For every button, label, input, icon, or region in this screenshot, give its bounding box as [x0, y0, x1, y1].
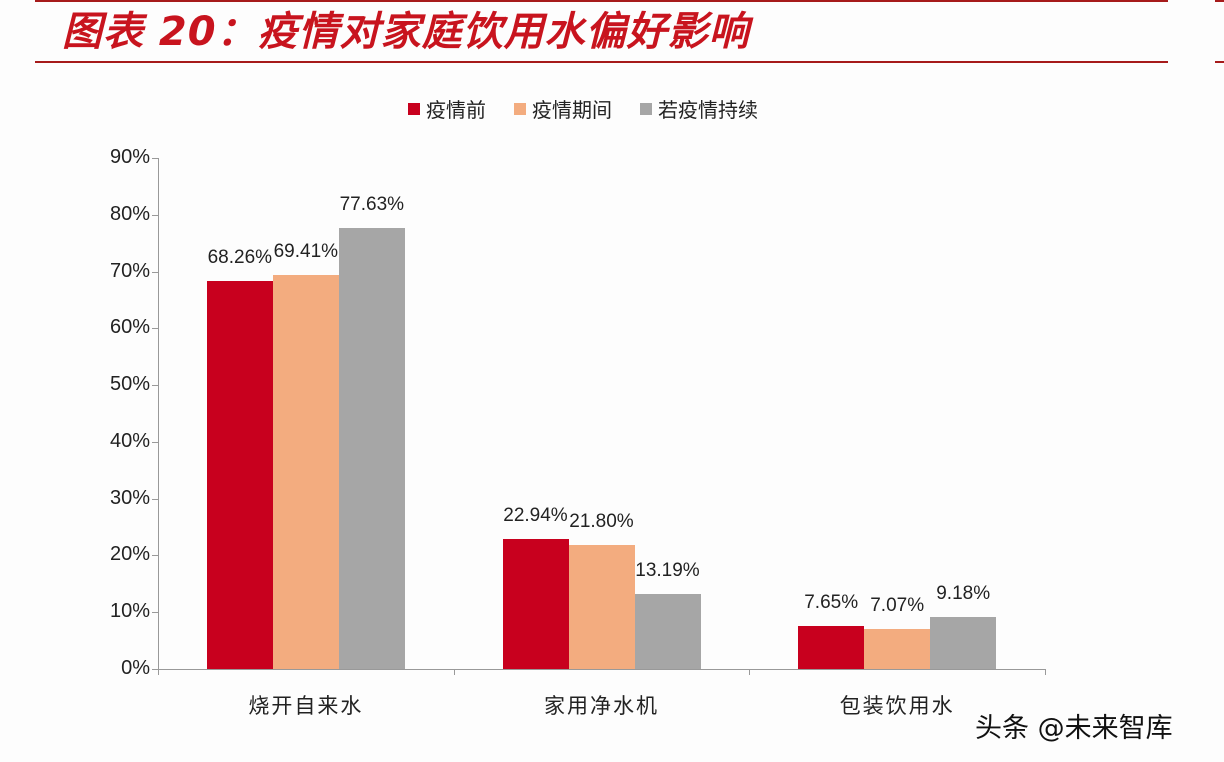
data-label: 21.80%	[569, 511, 634, 533]
data-label: 22.94%	[503, 504, 568, 526]
y-tick-label: 10%	[109, 600, 150, 623]
legend-swatch-during	[514, 102, 526, 115]
bar	[930, 616, 997, 669]
data-label: 7.65%	[804, 591, 859, 613]
y-tick	[152, 498, 158, 500]
data-label: 69.41%	[273, 240, 339, 262]
title-underline	[35, 61, 1168, 63]
y-tick-label: 0%	[121, 657, 150, 679]
bar	[206, 281, 273, 669]
top-rule	[35, 0, 1168, 2]
x-tick	[453, 669, 455, 675]
y-tick-label: 50%	[109, 373, 150, 396]
legend-item-continue: 若疫情持续	[640, 94, 758, 123]
y-tick-label: 40%	[109, 429, 150, 452]
legend-swatch-continue	[640, 102, 652, 115]
x-category-label: 家用净水机	[544, 694, 659, 718]
y-axis	[158, 158, 159, 669]
y-tick	[152, 669, 158, 670]
y-tick	[152, 441, 158, 443]
legend-swatch-before	[408, 102, 420, 115]
bar	[338, 228, 405, 669]
data-label: 7.07%	[870, 594, 925, 616]
y-tick	[152, 271, 158, 273]
y-tick-label: 70%	[109, 259, 150, 282]
y-tick-label: 20%	[109, 543, 150, 566]
y-tick	[152, 612, 158, 614]
y-tick-label: 30%	[109, 486, 150, 509]
legend: 疫情前 疫情期间 若疫情持续	[408, 94, 758, 123]
y-tick	[152, 158, 158, 159]
data-label: 9.18%	[936, 582, 991, 604]
y-tick-label: 80%	[109, 202, 150, 225]
data-label: 68.26%	[207, 247, 273, 269]
bar	[272, 274, 339, 669]
bar	[798, 625, 865, 669]
y-tick-label: 60%	[109, 316, 150, 339]
x-axis	[158, 669, 1045, 670]
x-category-label: 包装饮用水	[839, 694, 955, 718]
legend-label-during: 疫情期间	[532, 98, 612, 122]
legend-item-during: 疫情期间	[514, 94, 612, 123]
legend-item-before: 疫情前	[408, 94, 486, 123]
bar	[634, 594, 701, 669]
data-label: 77.63%	[339, 194, 405, 216]
x-category-label: 烧开自来水	[248, 694, 364, 718]
bar	[568, 545, 635, 669]
title-underline-right	[1215, 61, 1224, 63]
legend-label-before: 疫情前	[426, 98, 486, 122]
x-tick	[158, 669, 159, 675]
top-rule-right	[1215, 0, 1224, 2]
legend-label-continue: 若疫情持续	[658, 98, 758, 122]
data-label: 13.19%	[635, 560, 700, 582]
x-tick	[1045, 669, 1046, 675]
chart-title: 图表 20：疫情对家庭饮用水偏好影响	[62, 9, 750, 55]
y-tick	[152, 385, 158, 387]
y-tick	[152, 555, 158, 557]
bar	[864, 628, 931, 669]
watermark: 头条 @未来智库	[975, 713, 1173, 744]
bar	[502, 538, 569, 669]
x-tick	[749, 669, 751, 675]
y-tick-label: 90%	[109, 146, 150, 168]
y-tick	[152, 328, 158, 330]
y-tick	[152, 214, 158, 216]
